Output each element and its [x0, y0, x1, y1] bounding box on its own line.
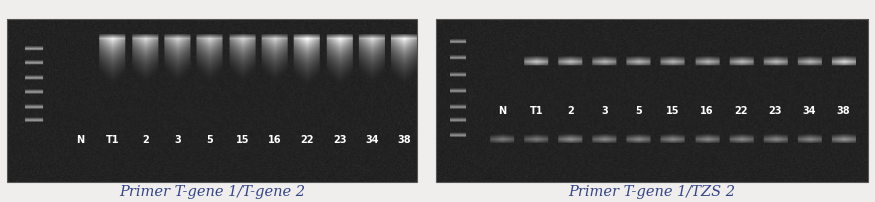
Text: 16: 16 — [268, 135, 282, 145]
Text: 5: 5 — [206, 135, 214, 145]
Text: 5: 5 — [635, 106, 642, 116]
Text: 3: 3 — [174, 135, 181, 145]
Text: N: N — [498, 106, 507, 116]
Text: 3: 3 — [601, 106, 608, 116]
Bar — [7, 20, 416, 182]
Text: 34: 34 — [365, 135, 379, 145]
Text: 22: 22 — [734, 106, 748, 116]
Bar — [436, 20, 868, 182]
Text: Primer T-gene 1/T-gene 2: Primer T-gene 1/T-gene 2 — [119, 184, 304, 198]
Text: 22: 22 — [300, 135, 314, 145]
Text: 15: 15 — [666, 106, 680, 116]
Text: 2: 2 — [142, 135, 149, 145]
Text: 16: 16 — [700, 106, 714, 116]
Text: 38: 38 — [836, 106, 850, 116]
Text: N: N — [76, 135, 85, 145]
Text: 2: 2 — [567, 106, 574, 116]
Text: 34: 34 — [802, 106, 816, 116]
Text: Primer T-gene 1/TZS 2: Primer T-gene 1/TZS 2 — [569, 184, 735, 198]
Text: 23: 23 — [332, 135, 346, 145]
Text: 15: 15 — [235, 135, 249, 145]
Text: 23: 23 — [768, 106, 782, 116]
Text: T1: T1 — [529, 106, 543, 116]
Text: 38: 38 — [397, 135, 411, 145]
Text: T1: T1 — [106, 135, 120, 145]
